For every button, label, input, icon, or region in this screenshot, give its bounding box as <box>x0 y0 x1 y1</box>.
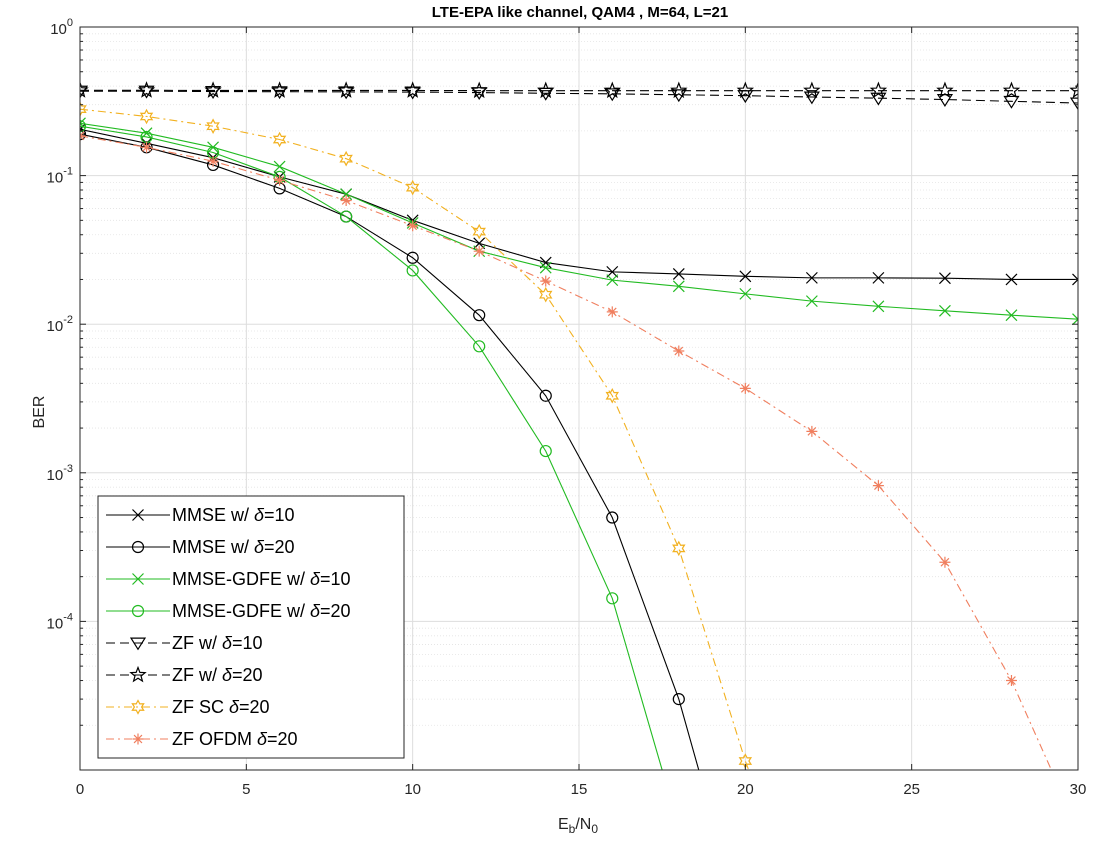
y-axis-label: BER <box>31 396 48 429</box>
asterisk-marker <box>873 480 884 491</box>
legend-label: MMSE-GDFE w/ δ=20 <box>172 601 351 621</box>
legend-label: MMSE w/ δ=10 <box>172 505 295 525</box>
asterisk-marker <box>740 383 751 394</box>
asterisk-marker <box>939 557 950 568</box>
legend-box <box>98 496 404 758</box>
asterisk-marker <box>673 346 684 357</box>
asterisk-marker <box>806 426 817 437</box>
asterisk-marker <box>540 276 551 287</box>
asterisk-marker <box>274 175 285 186</box>
asterisk-marker <box>208 156 219 167</box>
x-tick-label: 15 <box>571 781 588 798</box>
chart-title: LTE-EPA like channel, QAM4 , M=64, L=21 <box>432 4 728 21</box>
legend-label: ZF w/ δ=10 <box>172 633 263 653</box>
legend-label: MMSE-GDFE w/ δ=10 <box>172 569 351 589</box>
asterisk-marker <box>607 306 618 317</box>
asterisk-marker <box>474 246 485 257</box>
legend: MMSE w/ δ=10 MMSE w/ δ=20 MMSE-GDFE w/ δ=1… <box>98 496 404 758</box>
x-tick-label: 20 <box>737 781 754 798</box>
legend-label: ZF OFDM δ=20 <box>172 729 298 749</box>
legend-label: ZF SC δ=20 <box>172 697 270 717</box>
legend-label: ZF w/ δ=20 <box>172 665 263 685</box>
asterisk-marker <box>341 195 352 206</box>
x-tick-label: 0 <box>76 781 84 798</box>
asterisk-marker <box>1006 675 1017 686</box>
legend-label: MMSE w/ δ=20 <box>172 537 295 557</box>
x-tick-label: 30 <box>1070 781 1087 798</box>
x-tick-label: 25 <box>903 781 920 798</box>
asterisk-marker <box>141 142 152 153</box>
asterisk-marker <box>133 734 144 745</box>
x-tick-label: 10 <box>404 781 421 798</box>
asterisk-marker <box>407 220 418 231</box>
x-tick-label: 5 <box>242 781 250 798</box>
